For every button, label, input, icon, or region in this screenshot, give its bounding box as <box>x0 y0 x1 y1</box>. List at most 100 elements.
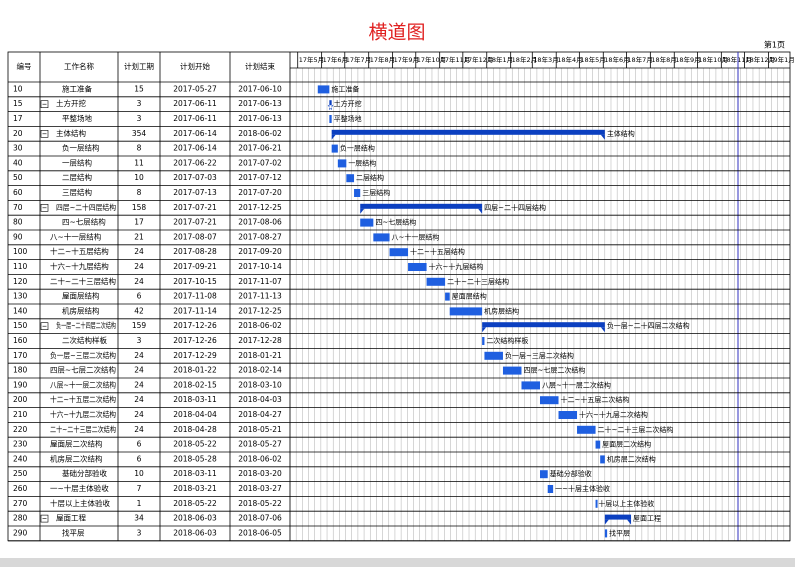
summary-bar <box>604 514 632 520</box>
month-label: 18年1月 <box>488 55 513 64</box>
duration: 24 <box>134 366 144 375</box>
end-date: 2018-06-02 <box>238 129 282 138</box>
task-bar <box>600 455 605 464</box>
task-name: 三层结构 <box>62 187 92 197</box>
task-name: 二层结构 <box>62 172 92 182</box>
bar-label: 三层结构 <box>362 188 390 197</box>
task-name: 二十~二十三层二次结构 <box>50 424 116 434</box>
duration: 21 <box>134 232 144 241</box>
start-date: 2018-03-11 <box>173 395 217 404</box>
task-bar <box>540 396 559 405</box>
task-id: 250 <box>13 469 28 478</box>
bar-label: 十六~十九层二次结构 <box>579 410 648 419</box>
task-name: 土方开挖 <box>56 98 86 108</box>
collapse-icon <box>40 514 49 523</box>
duration: 34 <box>134 514 144 523</box>
duration: 10 <box>134 173 144 182</box>
collapse-icon <box>40 204 49 212</box>
bar-label: 十二~十五层结构 <box>410 247 465 256</box>
task-id: 130 <box>13 292 28 301</box>
duration: 17 <box>134 218 144 227</box>
month-label: 18年4月 <box>557 55 582 64</box>
task-bar <box>595 440 601 449</box>
duration: 6 <box>137 440 142 449</box>
task-bar <box>329 115 332 123</box>
end-date: 2018-06-05 <box>238 528 282 537</box>
task-id: 280 <box>13 514 28 523</box>
column-header: 编号 <box>17 61 32 71</box>
task-bar <box>360 218 374 227</box>
task-id: 190 <box>13 380 28 389</box>
task-name: 二十~二十三层结构 <box>50 276 116 286</box>
month-label: 18年9月 <box>675 55 700 64</box>
task-id: 30 <box>13 144 23 153</box>
start-date: 2017-07-21 <box>173 203 217 212</box>
task-id: 50 <box>13 173 23 182</box>
summary-bar <box>331 129 605 135</box>
page-number: 第1页 <box>764 40 785 50</box>
bar-label: 一~十层主体验收 <box>555 484 610 493</box>
end-date: 2017-09-20 <box>238 247 282 256</box>
month-label: 18年7月 <box>627 55 652 64</box>
start-date: 2018-02-15 <box>173 380 217 389</box>
month-label: 18年10月 <box>698 55 728 64</box>
bar-label: 二十~二十三层结构 <box>447 277 509 286</box>
summary-bar <box>360 203 483 209</box>
bar-label: 施工准备 <box>331 84 359 93</box>
task-id: 90 <box>13 232 23 241</box>
end-date: 2018-02-14 <box>238 366 282 375</box>
task-id: 150 <box>13 321 28 330</box>
duration: 6 <box>137 292 142 301</box>
task-name: 负一层~三层二次结构 <box>50 350 116 360</box>
month-label: 18年8月 <box>651 55 676 64</box>
task-bar <box>408 263 427 271</box>
task-id: 290 <box>13 528 28 537</box>
start-date: 2017-07-21 <box>173 218 217 227</box>
start-date: 2018-05-28 <box>173 454 217 463</box>
month-label: 18年6月 <box>604 55 629 64</box>
duration: 3 <box>137 114 142 123</box>
start-date: 2017-10-15 <box>173 277 217 286</box>
bar-label: 基础分部验收 <box>550 469 592 478</box>
task-bar <box>346 174 355 183</box>
start-date: 2018-06-03 <box>173 514 217 523</box>
end-date: 2018-03-10 <box>238 380 282 389</box>
bar-label: 机房层二次结构 <box>607 454 656 463</box>
chart-title: 横道图 <box>368 22 425 44</box>
task-name: 屋面层二次结构 <box>50 439 103 449</box>
task-name: 平整场地 <box>62 113 92 123</box>
task-id: 15 <box>13 99 23 108</box>
task-bar <box>337 159 347 168</box>
start-date: 2017-06-14 <box>173 144 217 153</box>
task-bar <box>577 425 596 434</box>
start-date: 2017-07-03 <box>173 173 217 182</box>
end-date: 2017-10-14 <box>238 262 282 271</box>
start-date: 2017-06-22 <box>173 158 217 167</box>
start-date: 2018-01-22 <box>173 366 217 375</box>
task-name: 十层以上主体验收 <box>50 498 110 508</box>
summary-end <box>360 208 483 214</box>
task-name: 八~十一层结构 <box>50 231 102 241</box>
bar-label: 二层结构 <box>356 173 384 182</box>
column-header: 计划工期 <box>124 61 154 71</box>
month-label: 18年11月 <box>722 55 752 64</box>
duration: 3 <box>137 528 142 537</box>
summary-bar <box>482 322 605 328</box>
bar-label: 找平层 <box>609 528 630 537</box>
bottom-bar <box>0 558 795 567</box>
task-bar <box>540 470 548 479</box>
task-bar <box>547 485 554 493</box>
end-date: 2017-12-28 <box>238 336 282 345</box>
duration: 24 <box>134 262 144 271</box>
end-date: 2018-05-22 <box>238 499 282 508</box>
task-id: 20 <box>13 129 23 138</box>
task-id: 110 <box>13 262 28 271</box>
task-id: 140 <box>13 306 28 315</box>
end-date: 2018-06-02 <box>238 454 282 463</box>
start-date: 2017-06-11 <box>173 114 217 123</box>
task-name: 机房层二次结构 <box>50 453 103 463</box>
collapse-icon <box>40 100 49 108</box>
summary-end <box>327 105 334 111</box>
bar-label: 土方开挖 <box>334 99 362 108</box>
start-date: 2018-04-04 <box>173 410 217 419</box>
